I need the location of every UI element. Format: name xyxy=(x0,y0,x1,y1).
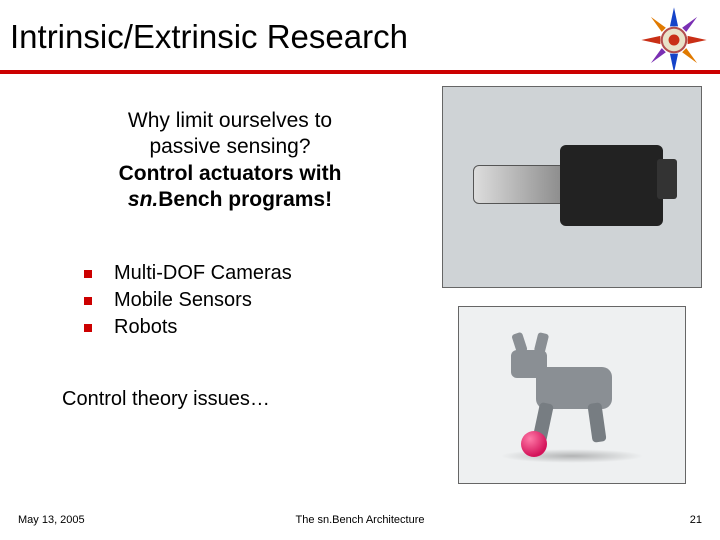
bullet-icon xyxy=(84,297,92,305)
title-bar: Intrinsic/Extrinsic Research xyxy=(10,18,710,56)
camera-illustration xyxy=(469,117,675,257)
subtitle-block: Why limit ourselves to passive sensing? … xyxy=(65,108,395,213)
list-item: Mobile Sensors xyxy=(84,289,384,312)
footer: May 13, 2005 The sn.Bench Architecture 2… xyxy=(18,514,702,526)
footer-date: May 13, 2005 xyxy=(18,514,85,526)
image-camera xyxy=(442,86,702,288)
subtitle-line3b-rest: Bench programs! xyxy=(158,188,332,211)
subtitle-line3b-italic: sn. xyxy=(128,188,158,211)
image-robot xyxy=(458,306,686,484)
footer-page-number: 21 xyxy=(690,514,702,526)
bullet-text: Multi-DOF Cameras xyxy=(114,262,292,285)
list-item: Multi-DOF Cameras xyxy=(84,262,384,285)
page-title: Intrinsic/Extrinsic Research xyxy=(10,18,710,56)
robot-illustration xyxy=(482,325,663,466)
bullet-text: Robots xyxy=(114,316,177,339)
bullet-icon xyxy=(84,270,92,278)
closing-text: Control theory issues… xyxy=(62,388,270,411)
subtitle-line2: passive sensing? xyxy=(149,135,310,158)
slide: Intrinsic/Extrinsic Research Why limit o… xyxy=(0,0,720,540)
bullet-list: Multi-DOF Cameras Mobile Sensors Robots xyxy=(84,262,384,343)
title-underline xyxy=(0,70,720,74)
subtitle-line3a: Control actuators with xyxy=(119,162,342,185)
subtitle-line1: Why limit ourselves to xyxy=(128,109,332,132)
bullet-icon xyxy=(84,324,92,332)
bullet-text: Mobile Sensors xyxy=(114,289,252,312)
list-item: Robots xyxy=(84,316,384,339)
footer-title: The sn.Bench Architecture xyxy=(295,514,424,526)
